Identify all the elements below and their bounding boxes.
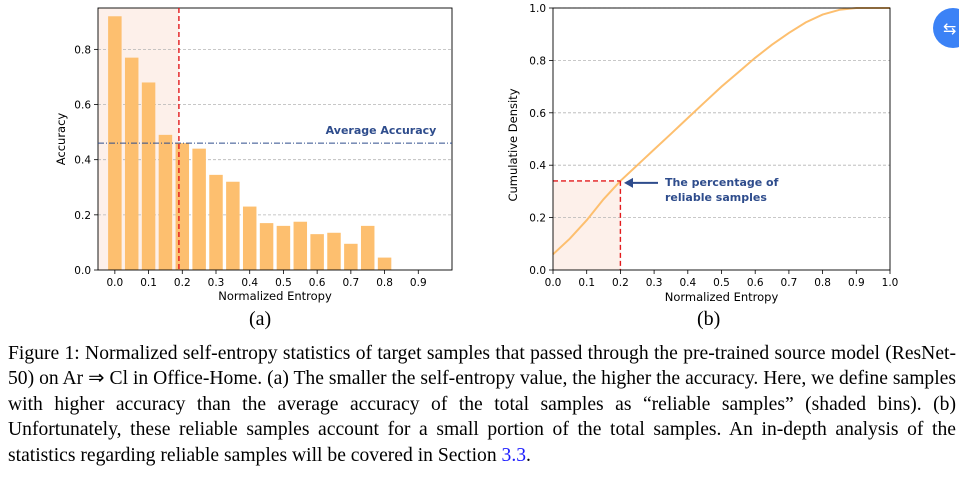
cdf-line — [552, 7, 890, 256]
y-axis-label-a: Accuracy — [54, 113, 68, 166]
y-tick-label-a: 0.6 — [74, 100, 91, 112]
bar — [192, 148, 206, 270]
bar — [276, 225, 291, 270]
annotation-arrowhead — [624, 177, 633, 188]
panel-b-label: (b) — [697, 308, 721, 330]
x-tick-label-a: 0.4 — [241, 277, 258, 289]
annotation-line-1: The percentage of — [665, 176, 779, 189]
bar — [327, 232, 341, 270]
section-link[interactable]: 3.3 — [501, 444, 527, 466]
bar — [360, 225, 375, 270]
y-tick-label-a: 0.0 — [74, 265, 91, 277]
bar — [259, 223, 274, 270]
x-tick-label-a: 0.8 — [376, 277, 393, 289]
bar — [175, 143, 190, 270]
x-tick-label-a: 0.3 — [208, 277, 225, 289]
y-axis-label-b: Cumulative Density — [506, 88, 520, 201]
y-tick-label-a: 0.2 — [74, 210, 91, 222]
x-axis-label-b: Normalized Entropy — [665, 290, 779, 304]
y-tick-label-b: 0.2 — [529, 213, 546, 225]
x-tick-label-b: 0.7 — [781, 277, 798, 289]
bar — [310, 234, 324, 270]
axes-frame-a — [97, 7, 453, 271]
x-tick-label-b: 0.9 — [848, 277, 865, 289]
bar — [158, 134, 173, 270]
x-tick-label-b: 0.8 — [814, 277, 831, 289]
x-tick-label-a: 0.5 — [275, 277, 292, 289]
bar — [344, 243, 358, 270]
caption-text: Figure 1: Normalized self-entropy statis… — [8, 343, 956, 466]
x-tick-label-b: 0.2 — [612, 277, 629, 289]
y-tick-label-b: 0.8 — [529, 55, 546, 67]
bar — [242, 206, 257, 270]
bar — [141, 82, 156, 270]
caption-end: . — [526, 444, 531, 466]
x-tick-label-a: 0.1 — [140, 277, 157, 289]
x-tick-label-a: 0.7 — [343, 277, 360, 289]
translate-button[interactable]: ⇆ — [933, 8, 959, 48]
average-label: Average Accuracy — [326, 124, 437, 137]
bar — [226, 181, 240, 270]
bar — [293, 221, 308, 270]
x-tick-label-a: 0.6 — [309, 277, 326, 289]
annotation-line-2: reliable samples — [665, 191, 767, 204]
bar — [377, 257, 392, 270]
y-tick-label-b: 1.0 — [529, 3, 546, 15]
x-tick-label-a: 0.0 — [107, 277, 124, 289]
x-tick-label-b: 0.4 — [679, 277, 696, 289]
y-tick-label-b: 0.4 — [529, 160, 546, 172]
bar — [124, 57, 139, 270]
y-tick-label-a: 0.8 — [74, 44, 91, 56]
x-tick-label-b: 1.0 — [882, 277, 899, 289]
x-tick-label-a: 0.2 — [174, 277, 191, 289]
x-tick-label-b: 0.0 — [545, 277, 562, 289]
x-tick-label-b: 0.6 — [747, 277, 764, 289]
figure: Average Accuracy 0.0 0.1 0.2 0.3 0.4 0.5 0.6 0.7… — [54, 3, 899, 304]
bar — [209, 174, 223, 270]
reliable-shade-b — [553, 180, 621, 270]
y-tick-label-a: 0.4 — [74, 155, 91, 167]
x-axis-label-a: Normalized Entropy — [218, 289, 332, 303]
x-tick-label-a: 0.9 — [410, 277, 427, 289]
x-tick-label-b: 0.3 — [646, 277, 663, 289]
y-tick-label-b: 0.0 — [529, 265, 546, 277]
x-tick-label-b: 0.5 — [713, 277, 730, 289]
panel-a-label: (a) — [249, 308, 272, 330]
figure-caption: Figure 1: Normalized self-entropy statis… — [8, 341, 956, 468]
x-tick-label-b: 0.1 — [578, 277, 595, 289]
y-tick-label-b: 0.6 — [529, 108, 546, 120]
translate-icon: ⇆ — [943, 18, 957, 38]
